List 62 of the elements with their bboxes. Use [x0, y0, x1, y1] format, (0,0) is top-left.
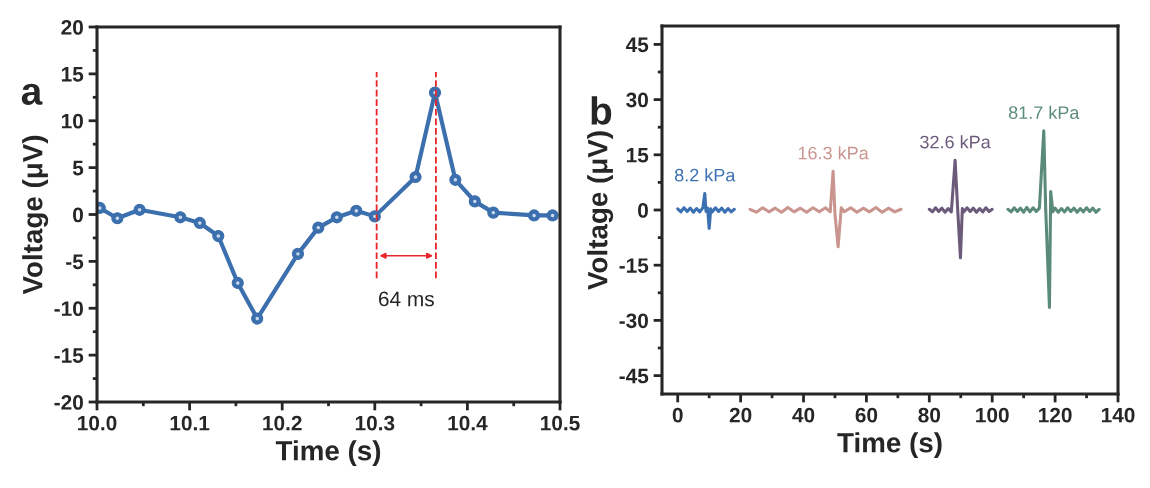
x-tick-label: 80 — [918, 407, 941, 423]
y-tick-label: 5 — [72, 160, 84, 176]
y-tick-label: 45 — [625, 37, 649, 53]
point — [193, 216, 206, 230]
point — [174, 211, 187, 224]
series-label: 16.3 kPa — [798, 146, 869, 160]
point — [312, 221, 325, 234]
point — [449, 173, 462, 186]
point — [231, 276, 244, 290]
point — [487, 206, 500, 219]
line-series — [676, 191, 736, 230]
y-tick-label: 15 — [626, 148, 649, 163]
x-tick-label: 10.0 — [78, 415, 117, 431]
point — [291, 247, 305, 260]
point — [212, 229, 225, 243]
series-label: 81.7 kPa — [1008, 105, 1080, 119]
point — [409, 170, 422, 184]
y-tick-label: 0 — [638, 203, 648, 218]
y-tick-label: -5 — [66, 254, 84, 270]
x-tick-label: 10.3 — [355, 415, 395, 431]
point — [251, 312, 264, 325]
point — [133, 203, 146, 216]
y-axis-title: Voltage (μV) — [22, 135, 49, 295]
y-axis-title: Voltage (μV) — [587, 131, 614, 290]
y-tick-label: -20 — [54, 395, 83, 410]
y-tick-label: 0 — [73, 207, 83, 223]
x-tick-label: 20 — [729, 407, 752, 423]
point — [546, 209, 559, 222]
x-tick-label: 0 — [672, 407, 683, 423]
x-axis-title: Time (s) — [837, 432, 942, 459]
series-label: 32.6 kPa — [920, 135, 991, 149]
text: a — [21, 83, 43, 105]
point — [528, 209, 541, 222]
point — [468, 195, 481, 208]
point — [350, 204, 363, 217]
series-label: 8.2 kPa — [674, 168, 736, 182]
x-axis-title: Time (s) — [275, 440, 381, 467]
point — [111, 212, 124, 225]
y-tick-label: -15 — [619, 258, 649, 273]
y-tick-label: 30 — [626, 92, 648, 108]
x-tick-label: 60 — [855, 407, 878, 423]
y-tick-label: -15 — [54, 348, 84, 363]
x-tick-label: 100 — [976, 407, 1009, 423]
y-tick-label: 10 — [61, 113, 83, 129]
y-tick-label: -10 — [54, 301, 83, 316]
x-tick-label: 10.5 — [541, 415, 580, 431]
line-series — [1006, 129, 1101, 310]
x-tick-label: 40 — [792, 407, 815, 423]
x-tick-label: 10.1 — [170, 415, 210, 431]
line-series — [748, 169, 903, 249]
y-tick-label: -45 — [619, 368, 649, 384]
y-tick-label: -30 — [619, 313, 648, 329]
x-tick-label: 140 — [1101, 407, 1135, 423]
annotation: 64 ms — [378, 291, 434, 307]
x-tick-label: 10.4 — [448, 415, 488, 431]
y-tick-label: 20 — [61, 20, 83, 35]
line-series — [927, 158, 994, 260]
y-tick-label: 15 — [61, 67, 84, 82]
x-tick-label: 120 — [1039, 407, 1072, 423]
text: b — [591, 96, 612, 125]
point — [330, 211, 343, 224]
x-tick-label: 10.2 — [263, 415, 302, 431]
